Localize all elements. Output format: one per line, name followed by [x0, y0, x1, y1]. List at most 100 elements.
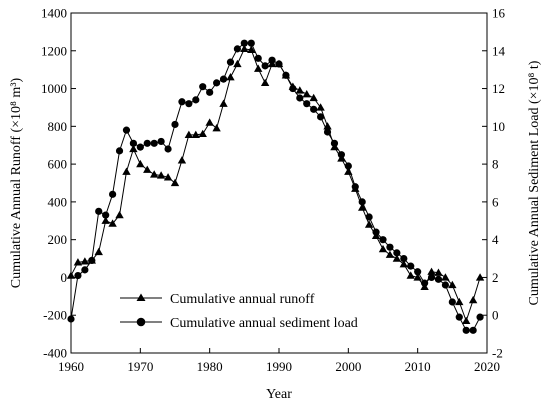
data-point-sediment — [178, 98, 186, 106]
data-point-sediment — [310, 105, 318, 113]
left-axis-title: Cumulative Annual Runoff (×10⁸ m³) — [9, 77, 24, 288]
data-point-sediment — [102, 211, 110, 219]
data-point-sediment — [157, 137, 165, 146]
data-point-runoff — [129, 144, 138, 153]
legend-item-sediment: Cumulative annual sediment load — [120, 316, 358, 331]
data-point-sediment — [192, 96, 200, 104]
data-point-sediment — [414, 268, 422, 276]
x-tick-label: 1980 — [197, 359, 223, 374]
right-axis-title: Cumulative Annual Sediment Load (×10⁸ t) — [527, 60, 542, 305]
data-point-runoff — [233, 59, 242, 68]
data-point-runoff — [378, 244, 388, 253]
ticks-layer: 1960 1970 1980 1990 2000 2010 2020-400-2000200… — [41, 6, 506, 375]
legend-marker-sediment — [136, 317, 146, 327]
series-line-sediment — [70, 42, 481, 331]
right-y-tick-label: -2 — [492, 346, 503, 361]
right-y-tick-label: 4 — [492, 232, 499, 247]
data-point-runoff — [406, 271, 415, 279]
data-point-sediment — [136, 143, 144, 151]
x-tick-label: 2020 — [474, 359, 500, 374]
x-axis-title: Year — [266, 387, 292, 402]
data-point-sediment — [275, 60, 283, 68]
data-point-sediment — [296, 94, 304, 102]
data-point-sediment — [365, 213, 373, 221]
data-point-sediment — [81, 266, 89, 274]
data-point-sediment — [150, 139, 158, 147]
data-point-sediment — [213, 79, 221, 87]
x-tick-label: 2010 — [405, 359, 431, 374]
data-point-runoff — [364, 220, 374, 228]
data-point-runoff — [94, 247, 103, 256]
data-point-sediment — [337, 151, 345, 159]
data-point-sediment — [268, 56, 276, 64]
x-tick-label: 1960 — [58, 359, 84, 374]
data-point-sediment — [254, 54, 262, 62]
data-point-sediment — [226, 58, 235, 66]
legend-marker-runoff — [136, 293, 146, 301]
legend: Cumulative annual runoff Cumulative annu… — [120, 292, 358, 331]
legend-label-sediment: Cumulative annual sediment load — [170, 316, 358, 331]
data-point-sediment — [247, 39, 255, 47]
data-point-runoff — [205, 118, 214, 126]
data-point-sediment — [240, 39, 248, 47]
data-point-sediment — [448, 298, 456, 306]
data-point-sediment — [74, 271, 82, 280]
data-point-sediment — [476, 313, 484, 321]
data-point-runoff — [295, 86, 304, 94]
data-point-runoff — [177, 156, 187, 164]
data-point-runoff — [385, 250, 395, 258]
data-point-sediment — [143, 139, 151, 147]
data-point-sediment — [469, 326, 477, 334]
data-point-sediment — [317, 113, 325, 121]
data-point-sediment — [164, 145, 172, 153]
data-point-sediment — [400, 254, 408, 263]
left-y-tick-label: 1200 — [41, 43, 67, 58]
data-point-sediment — [358, 198, 366, 206]
data-point-sediment — [109, 190, 117, 198]
data-point-runoff — [80, 257, 90, 265]
data-point-sediment — [372, 228, 380, 236]
data-point-sediment — [421, 279, 429, 287]
data-point-runoff — [247, 45, 256, 53]
data-point-runoff — [212, 124, 221, 132]
data-point-sediment — [330, 139, 339, 147]
data-point-runoff — [448, 280, 457, 289]
data-point-sediment — [122, 126, 131, 134]
x-tick-label: 1970 — [127, 359, 153, 374]
data-point-runoff — [455, 297, 464, 306]
data-point-runoff — [240, 44, 249, 53]
left-y-tick-label: 600 — [48, 157, 68, 172]
left-y-tick-label: 1000 — [41, 81, 67, 96]
data-point-sediment — [344, 162, 352, 170]
data-point-runoff — [170, 178, 180, 187]
data-point-runoff — [143, 165, 152, 173]
data-point-runoff — [468, 295, 478, 304]
data-point-runoff — [191, 130, 200, 138]
data-point-sediment — [434, 275, 443, 283]
data-point-runoff — [66, 271, 76, 279]
data-point-sediment — [462, 326, 470, 334]
data-point-sediment — [303, 100, 311, 108]
data-point-sediment — [219, 75, 228, 83]
data-point-sediment — [261, 62, 269, 70]
data-point-runoff — [226, 73, 235, 81]
left-y-tick-label: 200 — [48, 232, 68, 247]
left-y-tick-label: -200 — [43, 308, 67, 323]
x-tick-label: 2000 — [335, 359, 361, 374]
right-y-tick-label: 0 — [492, 308, 499, 323]
data-point-runoff — [316, 103, 325, 111]
data-point-runoff — [399, 260, 408, 268]
left-y-tick-label: 800 — [48, 119, 68, 134]
data-point-runoff — [475, 273, 485, 281]
data-point-sediment — [379, 236, 387, 244]
data-point-runoff — [462, 316, 471, 325]
data-point-runoff — [254, 64, 263, 72]
data-point-sediment — [206, 88, 214, 96]
data-point-sediment — [289, 84, 297, 93]
left-y-tick-label: 1400 — [41, 6, 67, 21]
legend-item-runoff: Cumulative annual runoff — [120, 292, 315, 307]
data-point-sediment — [351, 183, 359, 191]
data-point-sediment — [199, 83, 207, 91]
data-point-sediment — [455, 313, 463, 321]
